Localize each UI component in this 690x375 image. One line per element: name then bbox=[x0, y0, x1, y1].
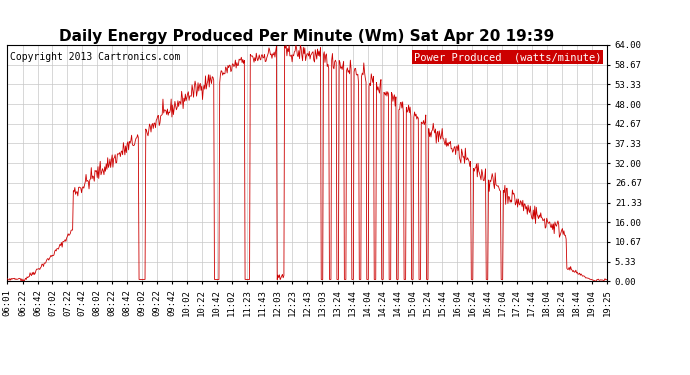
Text: Power Produced  (watts/minute): Power Produced (watts/minute) bbox=[414, 52, 601, 62]
Title: Daily Energy Produced Per Minute (Wm) Sat Apr 20 19:39: Daily Energy Produced Per Minute (Wm) Sa… bbox=[59, 29, 555, 44]
Text: Copyright 2013 Cartronics.com: Copyright 2013 Cartronics.com bbox=[10, 52, 180, 62]
